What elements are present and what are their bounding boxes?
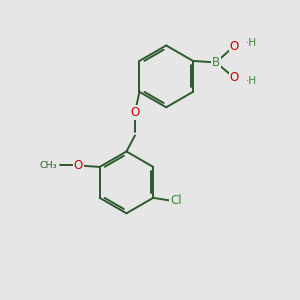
Text: O: O [130,106,140,119]
Text: B: B [212,56,220,69]
Text: ·H: ·H [245,38,256,48]
Text: ·H: ·H [245,76,256,86]
Text: O: O [230,71,239,84]
Text: O: O [230,40,239,53]
Text: Cl: Cl [170,194,182,207]
Text: CH₃: CH₃ [40,161,57,170]
Text: O: O [74,159,83,172]
